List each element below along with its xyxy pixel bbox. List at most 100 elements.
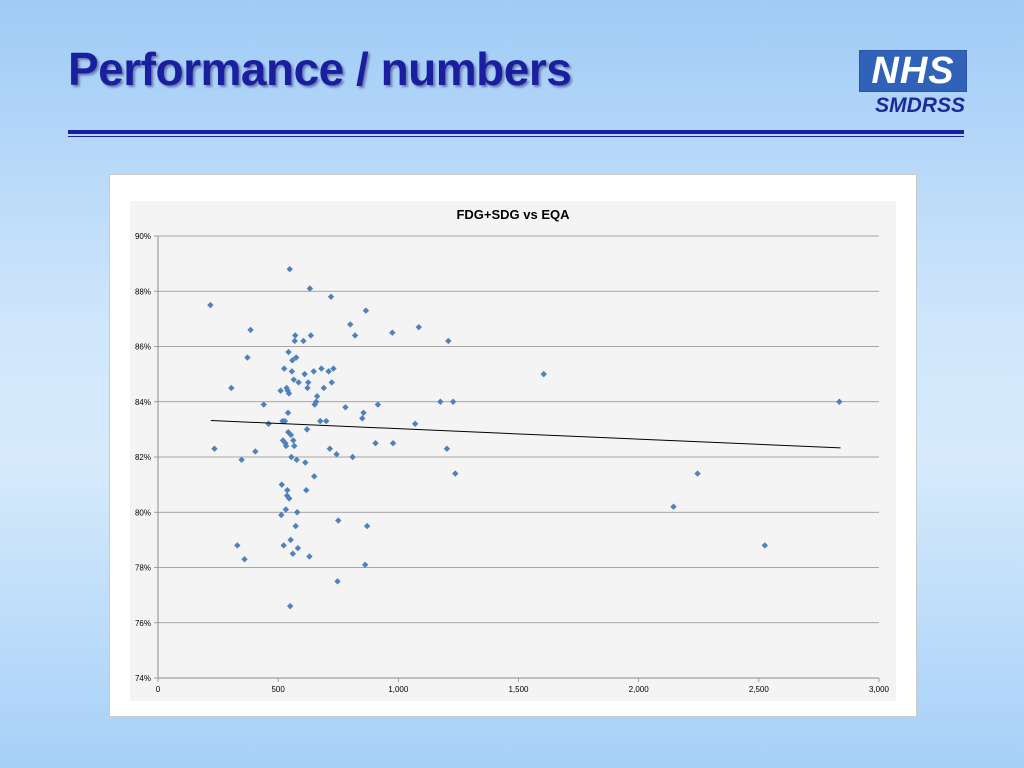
data-point (303, 426, 311, 433)
data-point (288, 453, 295, 461)
y-tick-label: 76% (135, 619, 151, 628)
x-tick-label: 3,000 (869, 685, 890, 694)
data-point (694, 470, 701, 477)
data-point (452, 470, 459, 477)
data-point (303, 486, 310, 494)
data-point (443, 445, 451, 452)
nhs-logo-subtext: SMDRSS (875, 94, 965, 117)
data-point (292, 354, 300, 361)
data-point (292, 332, 299, 339)
data-point (211, 445, 218, 452)
x-tick-label: 0 (156, 685, 161, 694)
data-point (320, 384, 328, 392)
y-tick-labels: 74% 76% 78% 80% 82% 84% 86% 88% 90% (135, 232, 151, 683)
data-point (287, 431, 295, 439)
data-point (278, 481, 285, 488)
data-point (300, 337, 307, 345)
data-point (290, 376, 297, 383)
data-point (280, 542, 287, 549)
nhs-logo: NHS SMDRSS (859, 50, 967, 118)
x-tick-label: 2,500 (749, 685, 770, 694)
data-point (291, 442, 298, 450)
data-point (415, 323, 422, 331)
data-point (540, 370, 547, 378)
y-tick-label: 90% (135, 232, 151, 241)
data-point (326, 445, 334, 452)
chart-area (130, 201, 896, 701)
data-point (312, 398, 320, 405)
data-point (411, 420, 419, 428)
data-point (328, 379, 335, 386)
data-point (323, 417, 330, 425)
data-point (285, 348, 292, 356)
y-tick-label: 74% (135, 674, 151, 683)
data-point (305, 379, 312, 386)
y-tick-label: 88% (135, 287, 151, 296)
data-point (244, 354, 251, 361)
x-tick-label: 1,500 (508, 685, 529, 694)
x-tick-label: 1,000 (388, 685, 409, 694)
data-point (389, 439, 397, 447)
data-point (277, 387, 284, 394)
axes (154, 235, 880, 682)
data-point (325, 368, 332, 375)
x-tick-label: 2,000 (629, 685, 650, 694)
data-point (362, 307, 370, 314)
title-rule-thin (68, 136, 964, 137)
data-point (335, 517, 342, 524)
chart-title: FDG+SDG vs EQA (456, 207, 570, 222)
data-point (207, 301, 214, 309)
data-point (286, 495, 293, 502)
y-tick-label: 86% (135, 343, 151, 352)
data-point (311, 473, 318, 480)
y-tick-label: 84% (135, 398, 151, 407)
data-point (289, 357, 296, 364)
data-point (293, 509, 301, 516)
data-point (260, 401, 267, 408)
data-point (359, 415, 366, 422)
data-point (836, 398, 843, 405)
data-point (287, 536, 294, 544)
data-point (301, 370, 308, 378)
gridlines (158, 235, 879, 679)
data-point (288, 368, 296, 375)
data-point (437, 398, 444, 405)
data-point (313, 393, 321, 400)
data-point (317, 417, 324, 425)
data-point (351, 332, 359, 339)
data-point (306, 285, 314, 292)
data-point (307, 332, 315, 339)
data-point (372, 439, 379, 447)
nhs-logo-box: NHS (859, 50, 967, 92)
chart-frame: FDG+SDG vs EQA 74% 76% 78% 80% 82% 84% 86% 88% 9… (109, 174, 917, 717)
data-point (284, 409, 292, 416)
data-point (374, 401, 382, 408)
y-tick-label: 82% (135, 453, 151, 462)
x-tick-labels: 0 500 1,000 1,500 2,000 2,500 3,000 (156, 685, 890, 694)
data-point (449, 398, 457, 405)
data-point (265, 420, 272, 428)
data-point (670, 503, 677, 510)
title-rule-thick (68, 130, 964, 134)
data-point (294, 544, 302, 552)
data-point (349, 453, 356, 461)
data-point (310, 368, 317, 375)
data-point (334, 578, 341, 585)
x-tick-label: 500 (271, 685, 285, 694)
data-point (281, 417, 289, 425)
data-point (363, 522, 371, 530)
data-point (333, 451, 340, 458)
data-point (327, 293, 335, 300)
data-point (252, 448, 259, 455)
data-point (285, 390, 293, 397)
data-point (290, 437, 297, 444)
data-point (284, 486, 291, 494)
y-tick-label: 78% (135, 564, 151, 573)
data-point (292, 522, 299, 530)
data-point (342, 404, 349, 411)
trendline-group (210, 420, 841, 449)
data-point (228, 384, 235, 392)
data-point (282, 442, 290, 450)
data-point (289, 550, 297, 557)
nhs-logo-text: NHS (871, 50, 955, 92)
